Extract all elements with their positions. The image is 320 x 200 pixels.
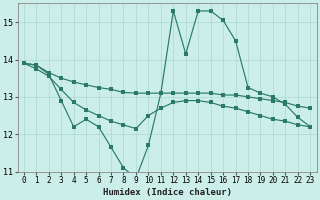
X-axis label: Humidex (Indice chaleur): Humidex (Indice chaleur) bbox=[103, 188, 232, 197]
